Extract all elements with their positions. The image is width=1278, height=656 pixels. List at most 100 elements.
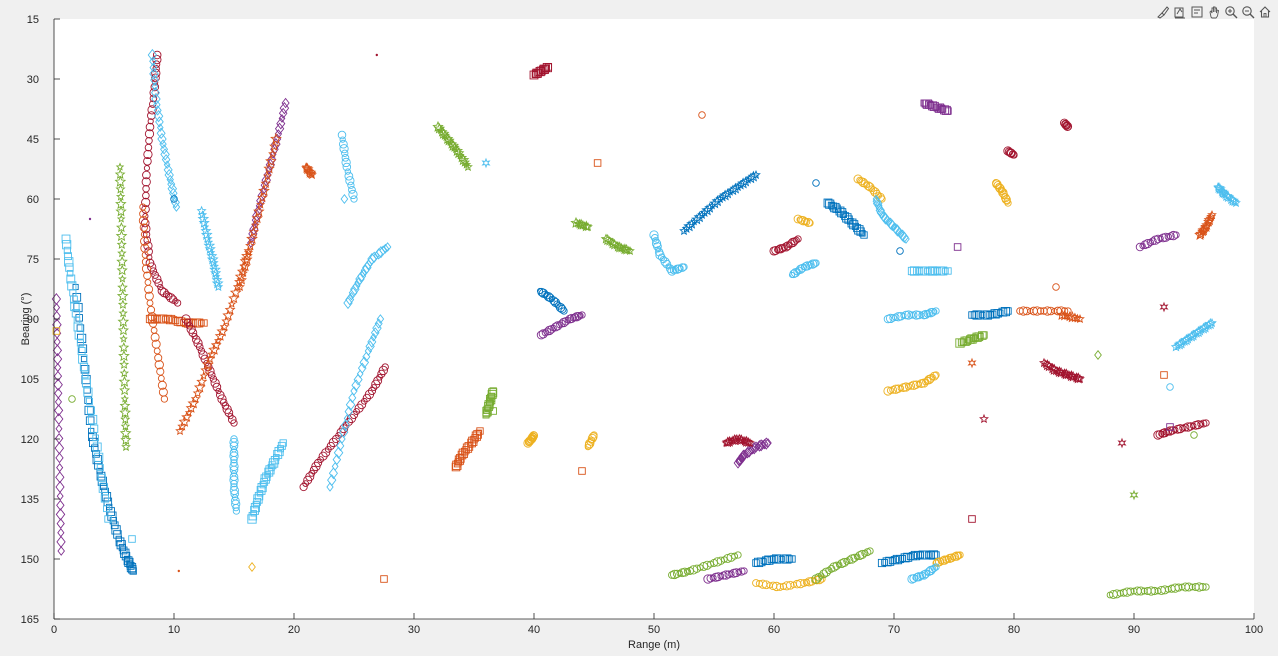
- track-44-point: [802, 261, 813, 271]
- home-icon[interactable]: [1257, 5, 1272, 20]
- track-16-point: [333, 446, 344, 459]
- track-15-point: [326, 441, 335, 450]
- track-15-point: [305, 472, 315, 482]
- track-25-point: [590, 431, 598, 439]
- track-57-point: [1036, 307, 1045, 315]
- track-3-point: [118, 341, 130, 353]
- track-32-point: [731, 552, 739, 560]
- track-17-point: [350, 283, 360, 296]
- track-39-point: [932, 563, 940, 571]
- track-59-point: [1175, 337, 1187, 349]
- track-16-point: [343, 414, 351, 423]
- scatter-point: [1166, 383, 1174, 391]
- track-4-point: [173, 299, 182, 307]
- track-10-point: [255, 201, 263, 211]
- track-8-point: [193, 338, 203, 348]
- track-4-point: [144, 143, 153, 152]
- zoom-out-icon[interactable]: [1240, 5, 1255, 20]
- track-6-point: [147, 305, 156, 314]
- track-6-point: [140, 236, 149, 246]
- x-tick-label: 90: [1128, 624, 1140, 636]
- track-48-point: [914, 310, 924, 320]
- track-13-point: [229, 451, 239, 461]
- track-6-point: [144, 284, 154, 294]
- track-42-point: [786, 241, 793, 249]
- track-48-point: [901, 310, 911, 320]
- track-1-point: [70, 301, 80, 312]
- track-40-point: [749, 441, 760, 455]
- track-35-point: [778, 555, 785, 563]
- track-58-point: [1202, 419, 1210, 427]
- track-2-point: [55, 452, 64, 464]
- track-4-point: [143, 236, 152, 244]
- track-6-point: [139, 209, 148, 218]
- track-45-point: [830, 202, 840, 213]
- track-5-point: [161, 153, 171, 166]
- scatter-point: [380, 575, 388, 583]
- track-17-point: [360, 269, 367, 278]
- restore-view-icon[interactable]: [1189, 5, 1204, 20]
- datatip-icon[interactable]: [1172, 5, 1187, 20]
- track-14-point: [276, 445, 284, 453]
- track-11-point: [243, 247, 254, 257]
- track-17-point: [383, 242, 392, 252]
- track-35-point: [770, 555, 778, 563]
- track-7-point: [172, 317, 180, 325]
- track-20-point: [459, 157, 471, 167]
- track-51-point: [938, 266, 948, 276]
- track-19-point: [307, 170, 317, 180]
- scatter-point: [979, 413, 989, 424]
- track-16-point: [339, 426, 349, 439]
- track-64-point: [1075, 314, 1085, 324]
- track-13-point: [230, 479, 238, 488]
- track-62-point: [1140, 240, 1150, 250]
- track-18-point: [350, 195, 358, 203]
- zoom-in-icon[interactable]: [1223, 5, 1238, 20]
- track-8-point: [181, 314, 191, 324]
- track-40-point: [747, 445, 755, 456]
- scatter-point: [489, 407, 497, 415]
- track-3-point: [120, 414, 131, 424]
- track-23-point: [576, 312, 584, 319]
- track-0-point: [73, 302, 83, 313]
- track-1-point: [64, 252, 72, 261]
- track-62-point: [1168, 230, 1179, 241]
- track-11-point: [270, 132, 282, 145]
- y-tick-label: 135: [21, 494, 39, 506]
- track-11-point: [236, 274, 247, 285]
- track-4-point: [145, 122, 155, 132]
- track-18-point: [339, 136, 346, 143]
- track-62-point: [1139, 242, 1146, 250]
- track-4-point: [172, 298, 179, 305]
- track-9-point: [177, 421, 188, 431]
- track-62-point: [1172, 231, 1180, 239]
- brush-icon[interactable]: [1155, 5, 1170, 20]
- scatter-point: [1052, 283, 1060, 291]
- track-0-point: [92, 454, 102, 465]
- track-5-point: [164, 168, 174, 182]
- track-1-point: [97, 473, 106, 482]
- track-20-point: [457, 153, 470, 166]
- x-tick-label: 60: [768, 624, 780, 636]
- track-15-point: [381, 363, 389, 371]
- track-1-point: [98, 483, 109, 493]
- track-18-point: [348, 186, 356, 194]
- track-0-point: [78, 344, 88, 354]
- track-62-point: [1135, 242, 1145, 252]
- track-10-point: [251, 214, 261, 226]
- track-48-point: [903, 310, 914, 320]
- track-36-point: [839, 557, 849, 567]
- track-53-point: [970, 311, 979, 319]
- track-1-point: [87, 414, 98, 425]
- pan-icon[interactable]: [1206, 5, 1221, 20]
- track-2-point: [56, 499, 65, 511]
- track-0-point: [92, 450, 100, 458]
- track-3-point: [121, 442, 131, 452]
- track-54-point: [1001, 195, 1011, 205]
- track-37-point: [917, 551, 924, 559]
- track-3-point: [115, 191, 126, 201]
- track-1-point: [87, 406, 95, 415]
- track-6-point: [141, 257, 150, 266]
- track-46-point: [872, 189, 881, 198]
